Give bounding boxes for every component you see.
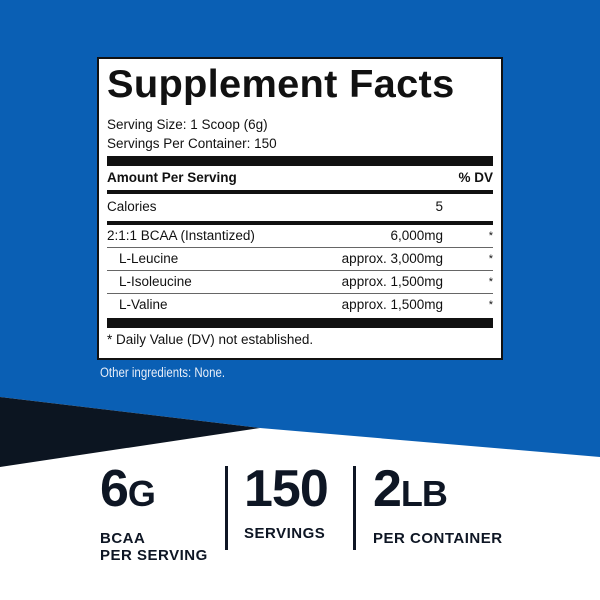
stat-container: 2LB PER CONTAINER — [373, 463, 503, 547]
ingredient-row: L-Isoleucine approx. 1,500mg * — [107, 271, 493, 294]
stat-bcaa: 6G BCAA PER SERVING — [100, 463, 208, 564]
stat-value: 150 — [244, 460, 329, 518]
calories-row: Calories 5 — [107, 194, 493, 220]
amount-header: Amount Per Serving — [107, 170, 237, 185]
stat-unit: G — [127, 473, 156, 514]
stat-servings: 150 SERVINGS — [244, 460, 329, 542]
divider-bar — [107, 318, 493, 328]
ingredient-name: 2:1:1 BCAA (Instantized) — [107, 228, 255, 243]
panel-title: Supplement Facts — [107, 63, 455, 106]
ingredient-dv: * — [488, 276, 493, 288]
calories-amount: 5 — [435, 199, 443, 214]
ingredient-amount: approx. 3,000mg — [341, 251, 443, 266]
ingredient-name: L-Leucine — [119, 251, 179, 266]
header-row: Amount Per Serving % DV — [107, 166, 493, 190]
ingredient-amount: approx. 1,500mg — [341, 274, 443, 289]
ingredient-dv: * — [488, 230, 493, 242]
stat-value: 2 — [373, 460, 402, 518]
servings-per-container: Servings Per Container: 150 — [107, 136, 277, 151]
ingredient-name: L-Isoleucine — [119, 274, 192, 289]
ingredient-amount: 6,000mg — [390, 228, 443, 243]
ingredient-row: 2:1:1 BCAA (Instantized) 6,000mg * — [107, 225, 493, 248]
dv-header: % DV — [458, 170, 493, 185]
calories-label: Calories — [107, 199, 157, 214]
stat-caption: SERVINGS — [244, 525, 326, 542]
ingredient-dv: * — [488, 299, 493, 311]
stat-value: 6 — [100, 460, 129, 518]
ingredient-row: L-Leucine approx. 3,000mg * — [107, 248, 493, 271]
stat-caption: PER CONTAINER — [373, 530, 503, 547]
stat-caption: PER SERVING — [100, 547, 208, 564]
ingredient-row: L-Valine approx. 1,500mg * — [107, 294, 493, 316]
stat-divider — [353, 466, 356, 550]
stat-unit: LB — [400, 473, 448, 514]
serving-size: Serving Size: 1 Scoop (6g) — [107, 117, 268, 132]
stat-divider — [225, 466, 228, 550]
divider-bar — [107, 190, 493, 194]
footnote: * Daily Value (DV) not established. — [107, 332, 314, 347]
ingredient-amount: approx. 1,500mg — [341, 297, 443, 312]
supplement-facts-panel: Supplement Facts Serving Size: 1 Scoop (… — [97, 57, 503, 360]
divider-bar — [107, 156, 493, 166]
divider-bar — [107, 221, 493, 225]
stat-caption: BCAA — [100, 530, 146, 547]
dark-wedge — [0, 397, 260, 467]
ingredient-name: L-Valine — [119, 297, 168, 312]
ingredient-dv: * — [488, 253, 493, 265]
other-ingredients: Other ingredients: None. — [100, 365, 226, 380]
